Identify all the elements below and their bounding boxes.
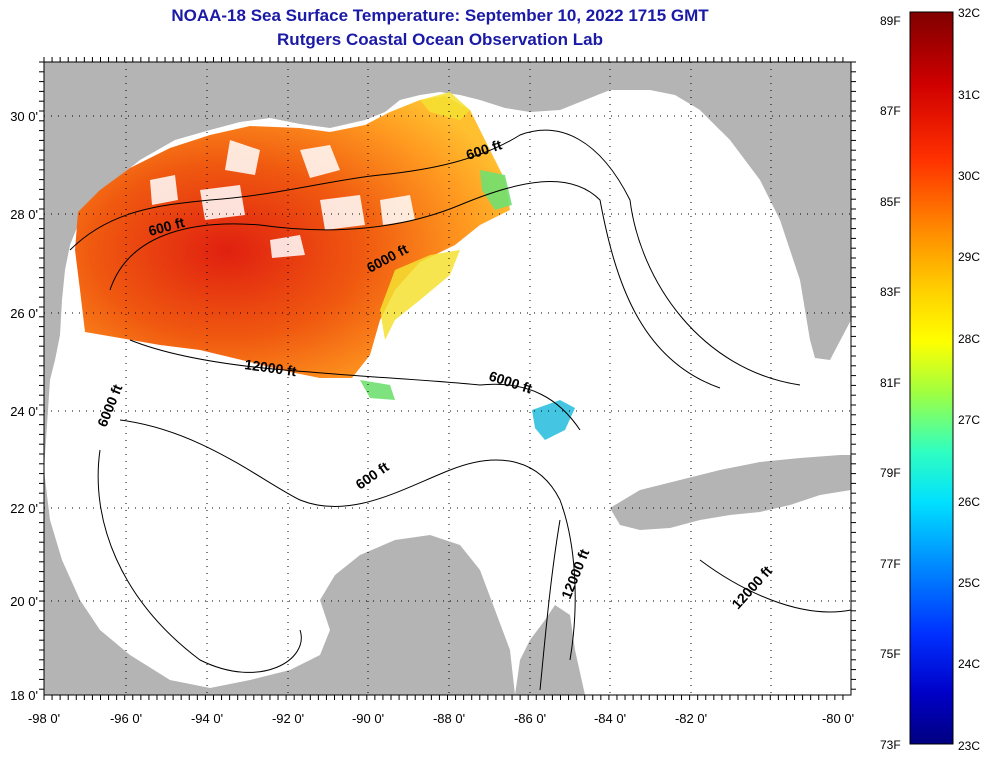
lat-label: 20 0' (10, 594, 38, 609)
lon-label: -80 0' (822, 711, 854, 726)
mexico-land (44, 470, 515, 695)
celsius-label: 29C (958, 250, 980, 264)
sst-cool-patch (532, 400, 575, 440)
sst-cloud-gaps (150, 140, 415, 258)
fahrenheit-label: 83F (880, 285, 901, 299)
lat-label: 18 0' (10, 688, 38, 703)
axis-ticks (39, 57, 856, 700)
lon-label: -98 0' (28, 711, 60, 726)
lon-label: -96 0' (110, 711, 142, 726)
colorbar-fahrenheit-labels: 89F 87F 85F 83F 81F 79F 77F 75F 73F (880, 14, 901, 752)
lon-label: -84 0' (594, 711, 626, 726)
fahrenheit-label: 73F (880, 738, 901, 752)
celsius-label: 25C (958, 576, 980, 590)
cuba-land (610, 455, 851, 530)
lon-label: -86 0' (514, 711, 546, 726)
celsius-label: 23C (958, 739, 980, 753)
celsius-label: 27C (958, 413, 980, 427)
fahrenheit-label: 81F (880, 376, 901, 390)
celsius-label: 24C (958, 657, 980, 671)
colorbar-gradient (909, 11, 954, 745)
celsius-label: 32C (958, 6, 980, 20)
fahrenheit-label: 89F (880, 14, 901, 28)
depth-contours (69, 129, 851, 691)
fahrenheit-label: 77F (880, 557, 901, 571)
fahrenheit-label: 85F (880, 195, 901, 209)
lat-label: 26 0' (10, 306, 38, 321)
contour-12000ft (129, 339, 851, 691)
fahrenheit-label: 75F (880, 647, 901, 661)
celsius-label: 28C (958, 332, 980, 346)
florida-land (700, 62, 851, 360)
lon-label: -92 0' (272, 711, 304, 726)
sst-yellow-fringe (380, 92, 470, 340)
lat-label: 28 0' (10, 207, 38, 222)
latitude-axis: 30 0' 28 0' 26 0' 24 0' 22 0' 20 0' 18 0… (10, 109, 38, 703)
lon-label: -94 0' (191, 711, 223, 726)
fahrenheit-label: 79F (880, 466, 901, 480)
colorbar: 32C 31C 30C 29C 28C 27C 26C 25C 24C 23C … (880, 6, 980, 753)
celsius-label: 30C (958, 169, 980, 183)
celsius-label: 26C (958, 495, 980, 509)
lon-label: -88 0' (433, 711, 465, 726)
map-subtitle: Rutgers Coastal Ocean Observation Lab (277, 30, 603, 49)
graticule (44, 62, 851, 695)
fahrenheit-label: 87F (880, 104, 901, 118)
contour-label-12000ft-1: 12000 ft (244, 356, 298, 379)
map-title: NOAA-18 Sea Surface Temperature: Septemb… (171, 6, 709, 25)
sst-green-patch (360, 170, 512, 400)
lat-label: 30 0' (10, 109, 38, 124)
contour-600ft-south (119, 419, 576, 661)
celsius-label: 31C (958, 88, 980, 102)
central-america-land (515, 605, 585, 695)
longitude-axis: -98 0' -96 0' -94 0' -92 0' -90 0' -88 0… (28, 711, 854, 726)
lat-label: 22 0' (10, 501, 38, 516)
contour-600ft (69, 129, 801, 386)
map-area: 600 ft 600 ft 600 ft 6000 ft 6000 ft 600… (44, 62, 851, 695)
lat-label: 24 0' (10, 404, 38, 419)
colorbar-celsius-labels: 32C 31C 30C 29C 28C 27C 26C 25C 24C 23C (958, 6, 980, 753)
contour-6000ft (97, 181, 721, 673)
lon-label: -90 0' (352, 711, 384, 726)
lon-label: -82 0' (675, 711, 707, 726)
